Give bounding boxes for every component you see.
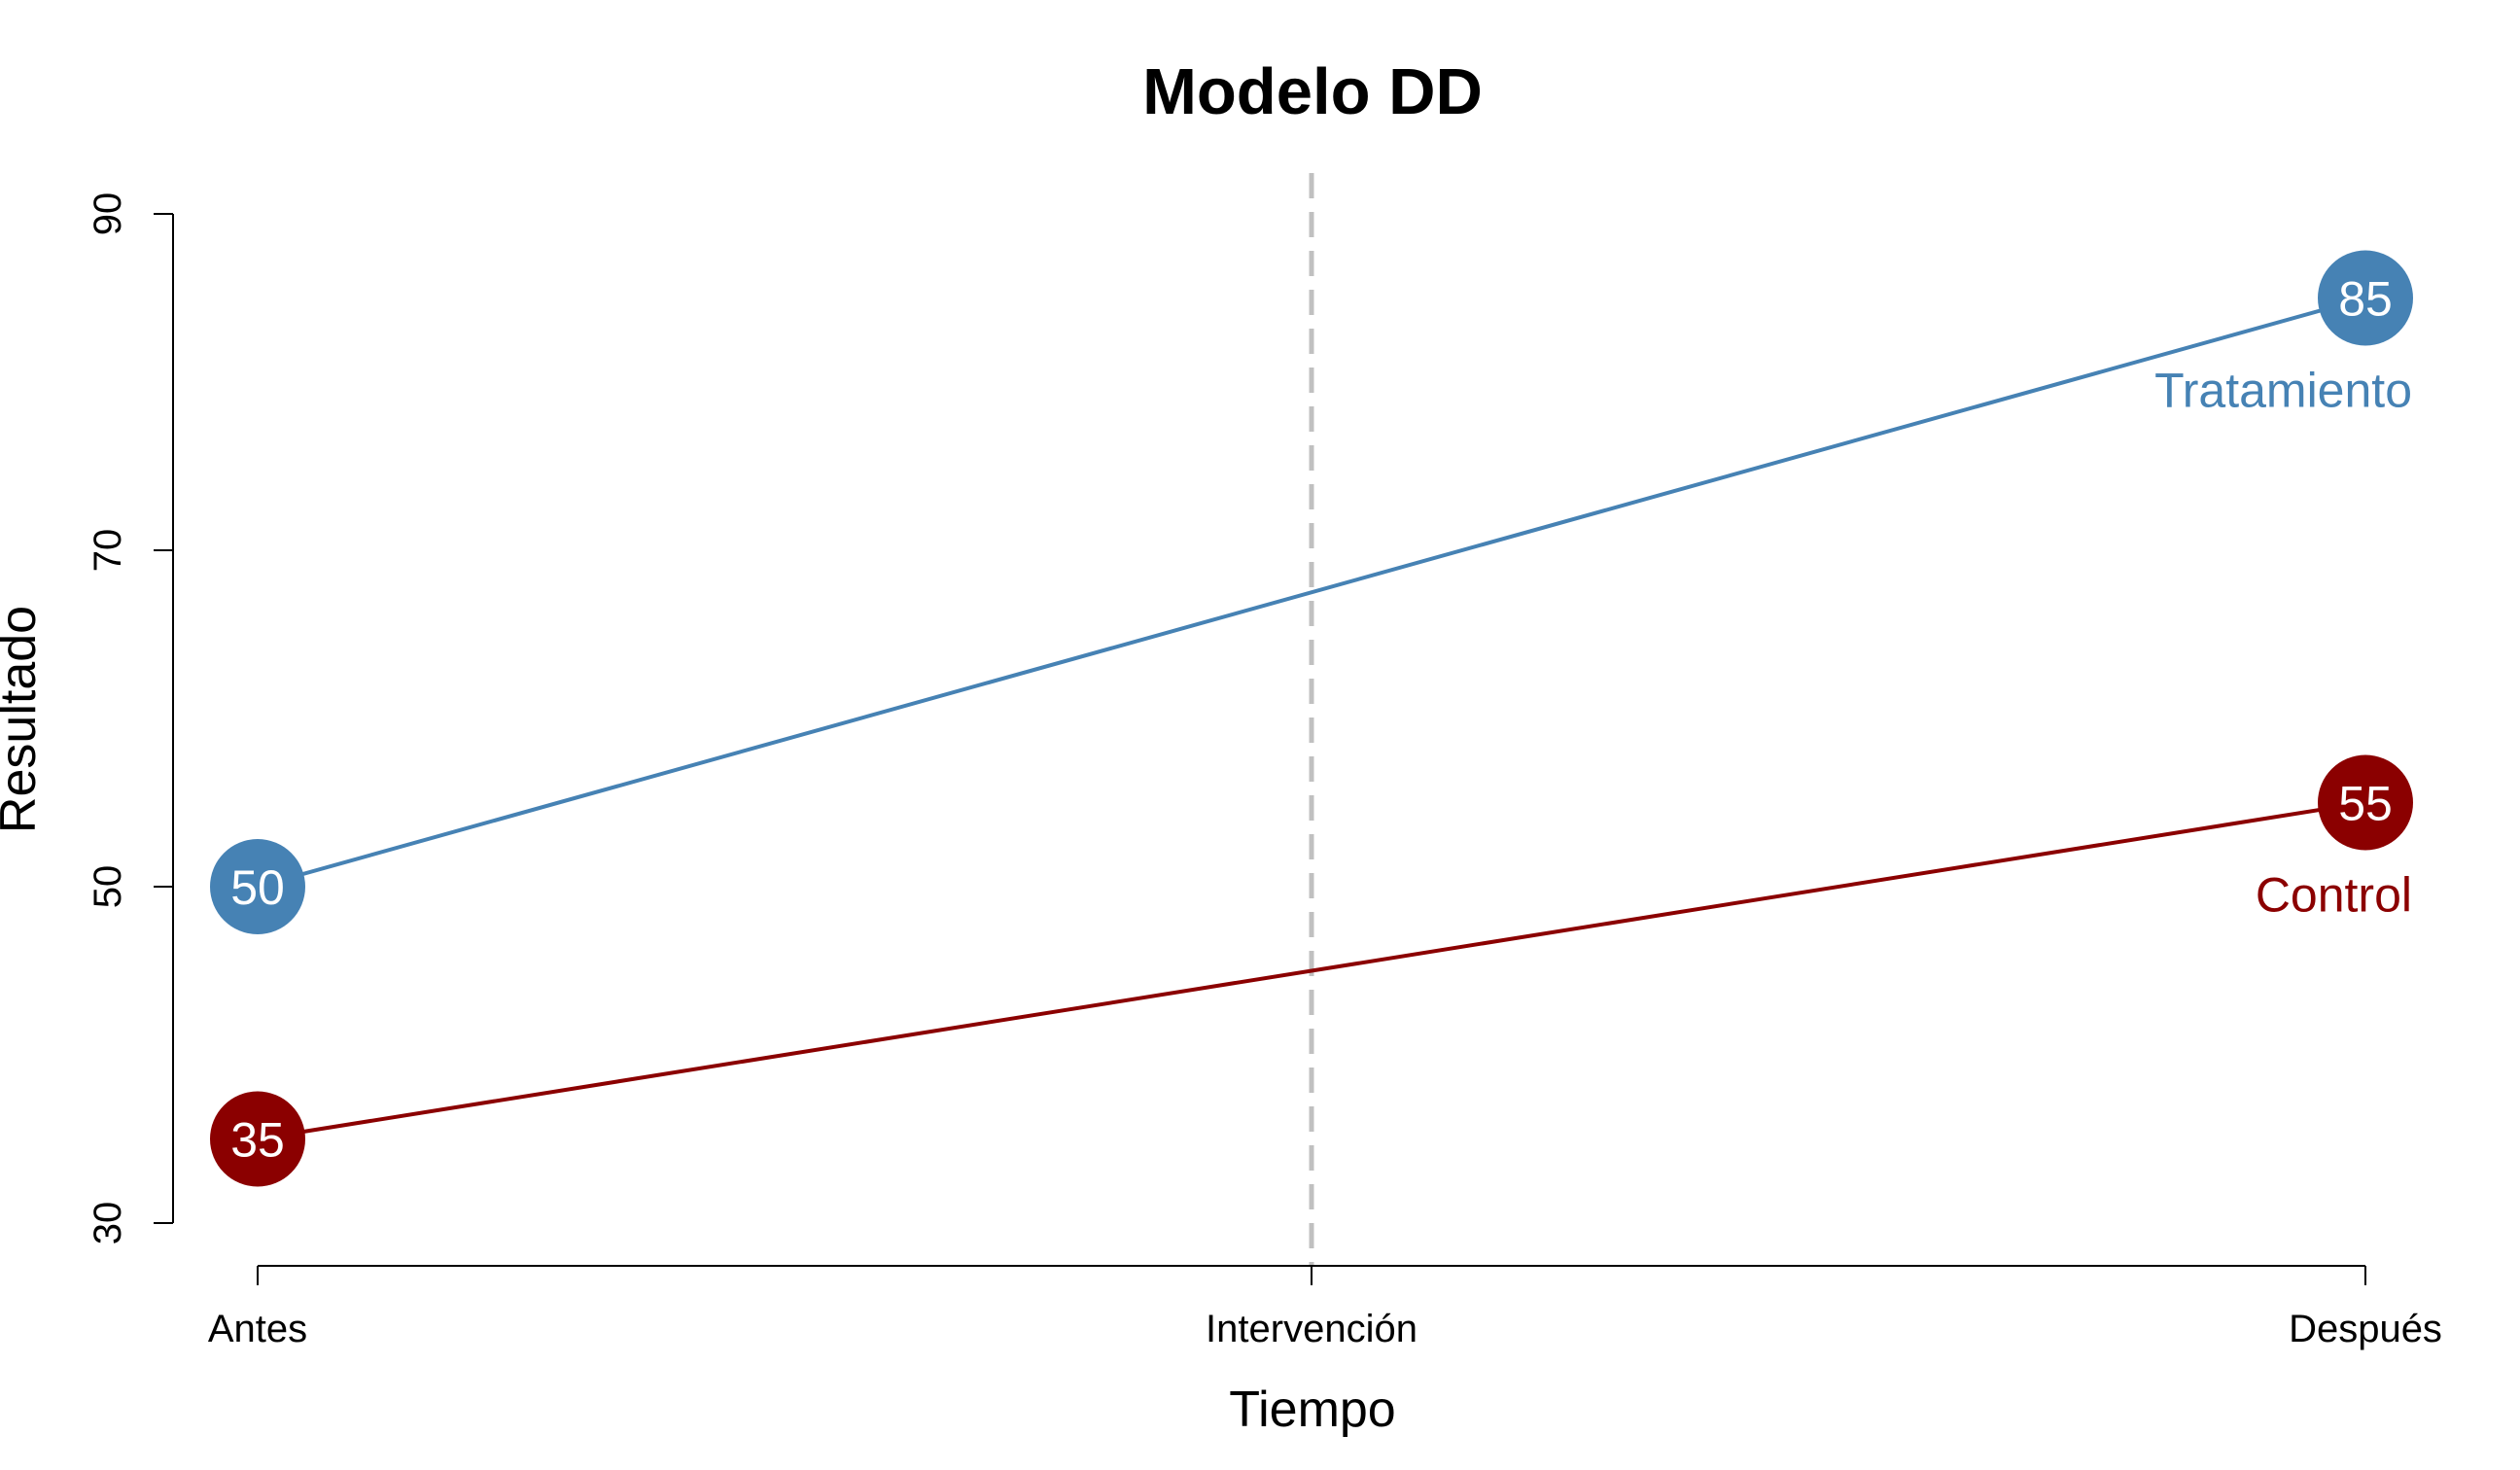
data-label-control: 35 [230, 1113, 285, 1168]
data-point-tratamiento [210, 839, 305, 934]
x-ticks: Antes Intervención Después [208, 1266, 2442, 1350]
series-label-tratamiento: Tratamiento [2154, 364, 2412, 418]
y-axis-title: Resultado [0, 606, 47, 833]
series-line-tratamiento [257, 296, 2366, 889]
x-tick-label: Intervención [1206, 1308, 1418, 1350]
x-tick-label: Después [2289, 1308, 2442, 1350]
data-label-tratamiento: 50 [230, 860, 285, 915]
data-point-control [2318, 754, 2413, 851]
y-tick-label: 90 [87, 192, 129, 236]
x-tick-label: Antes [208, 1308, 307, 1350]
y-tick-label: 30 [87, 1202, 129, 1245]
plot-area: 50 85 Tratamiento 35 55 Control [210, 173, 2413, 1266]
y-tick-label: 50 [87, 865, 129, 909]
data-point-tratamiento [2318, 250, 2413, 346]
chart-title: Modelo DD [1142, 55, 1483, 128]
data-label-tratamiento: 85 [2338, 272, 2393, 327]
series-label-control: Control [2256, 868, 2412, 923]
y-ticks: 30 50 70 90 [87, 192, 173, 1245]
axes: 30 50 70 90 Antes Intervención Después [87, 192, 2442, 1350]
y-tick-label: 70 [87, 529, 129, 573]
x-axis-title: Tiempo [1229, 1382, 1395, 1438]
series-line-control [257, 800, 2366, 1141]
data-point-control [210, 1091, 305, 1187]
data-label-control: 55 [2338, 777, 2393, 831]
